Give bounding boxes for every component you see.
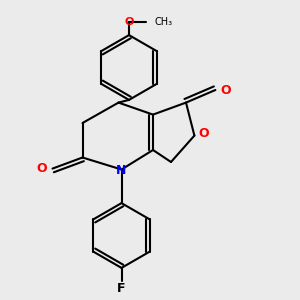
- Text: F: F: [117, 282, 126, 295]
- Text: O: O: [198, 127, 208, 140]
- Text: O: O: [124, 16, 134, 27]
- Text: CH₃: CH₃: [154, 16, 172, 27]
- Text: O: O: [37, 162, 47, 175]
- Text: N: N: [116, 164, 127, 178]
- Text: O: O: [220, 83, 230, 97]
